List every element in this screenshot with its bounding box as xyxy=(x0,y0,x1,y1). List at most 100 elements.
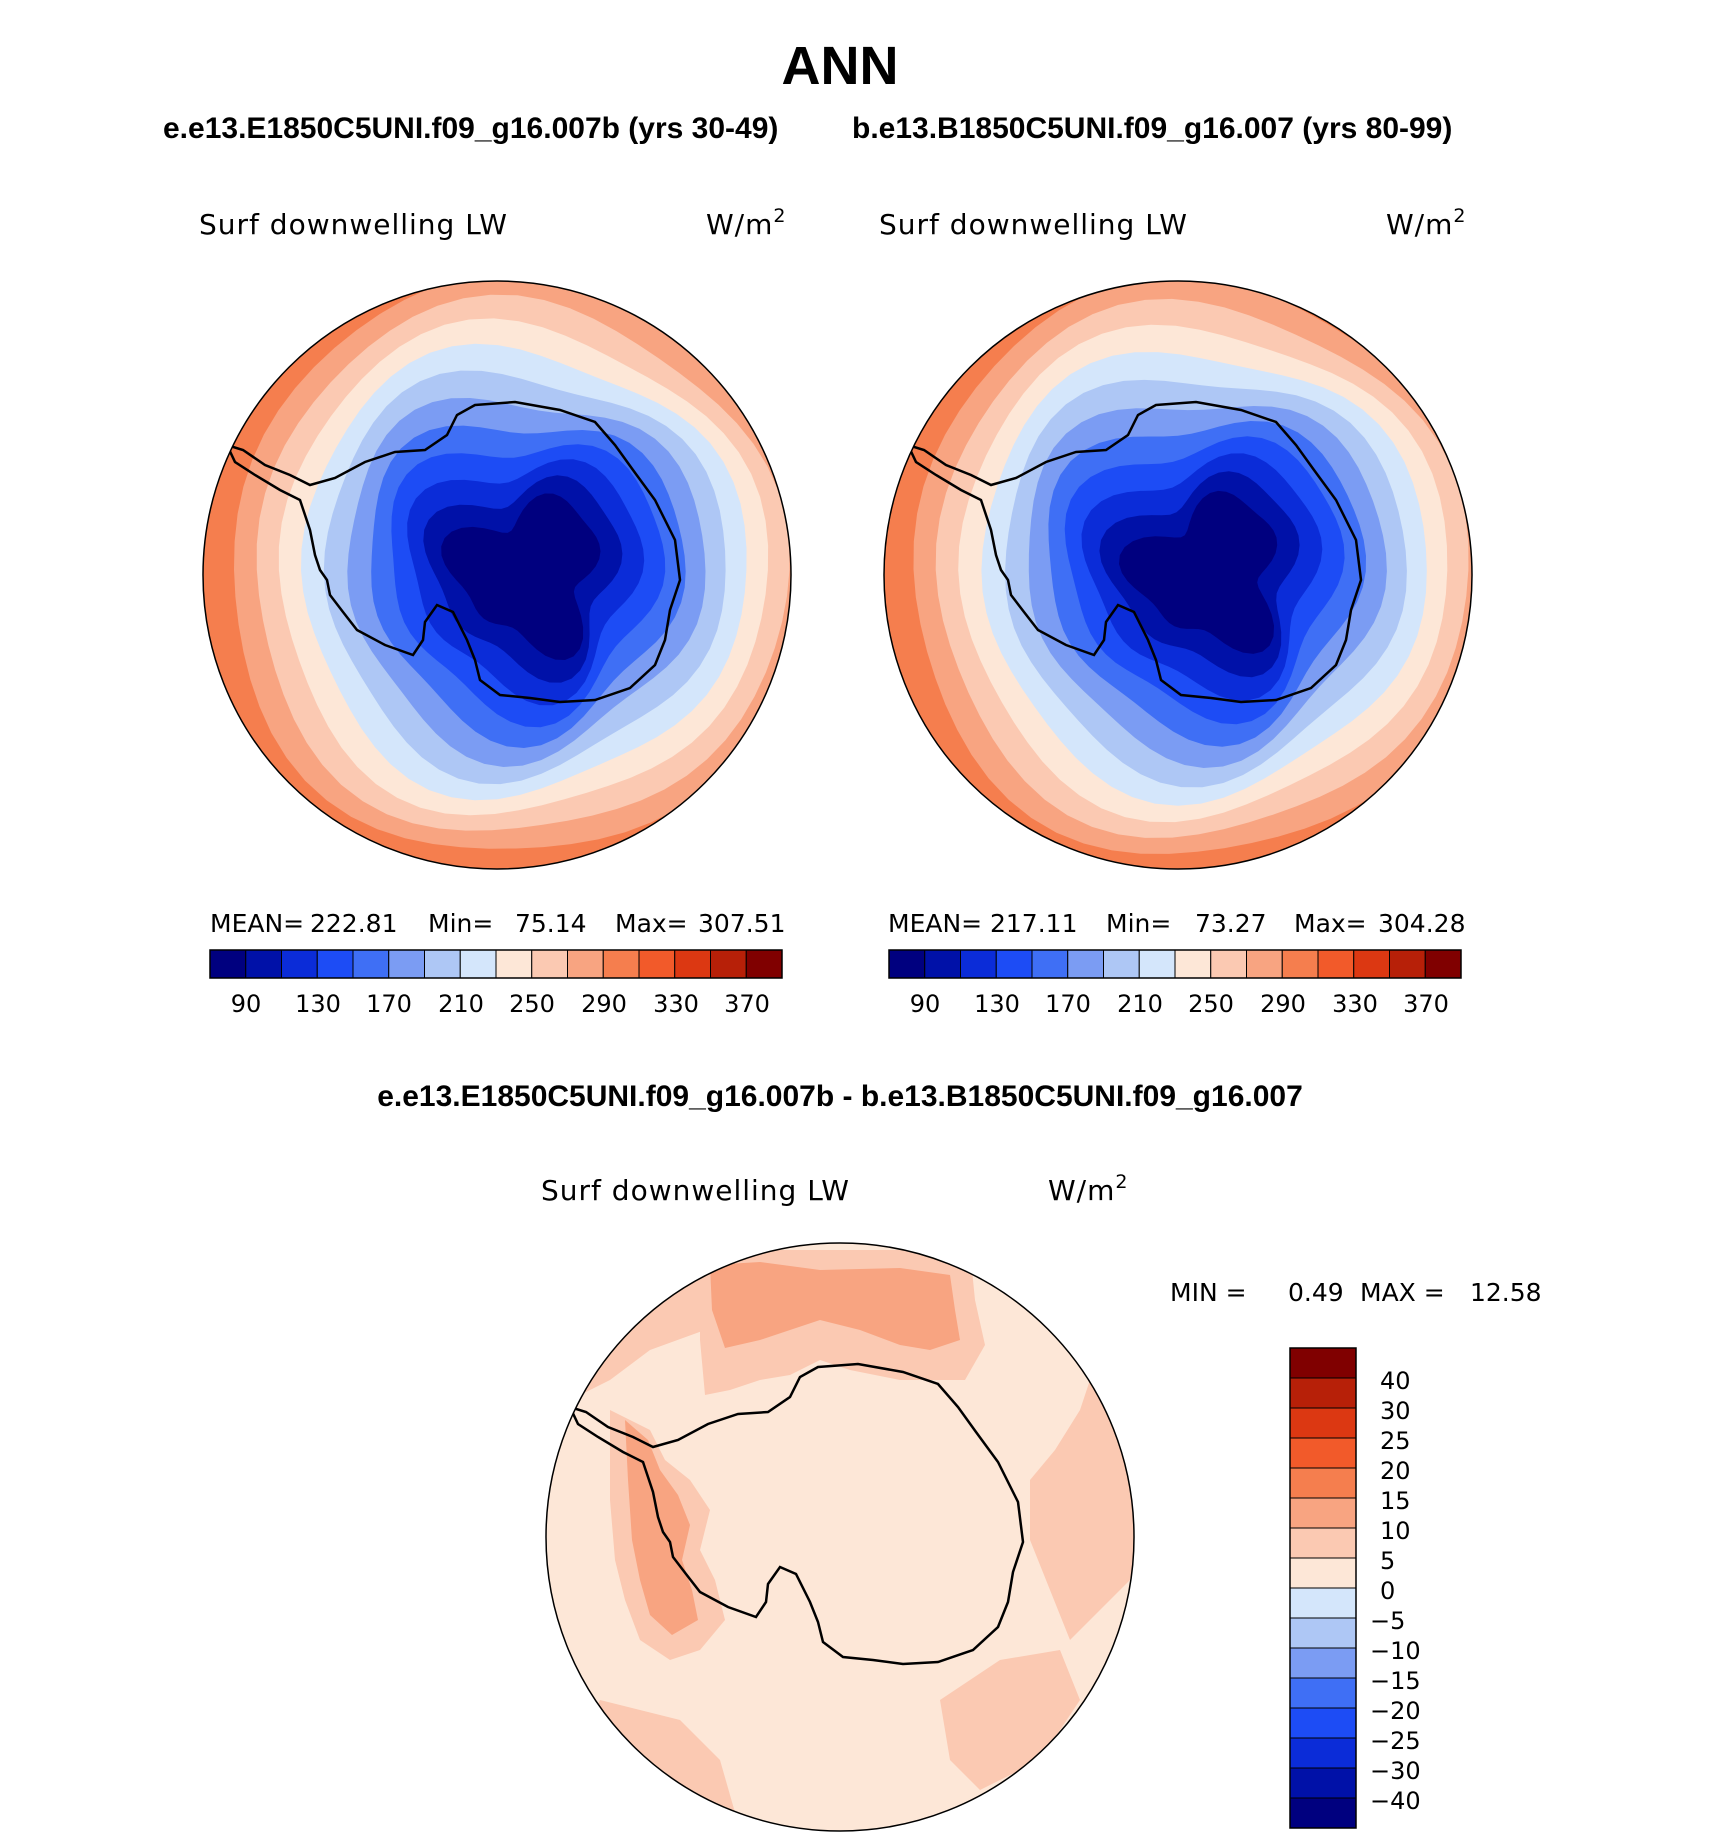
panel-diff-tick-label: −5 xyxy=(1370,1607,1405,1635)
colorbar-swatch xyxy=(1289,1347,1357,1379)
colorbar-swatch xyxy=(1138,949,1176,979)
panel-diff-units: W/m2 xyxy=(1048,1171,1129,1207)
panel-left-tick-label: 330 xyxy=(653,990,699,1018)
panel-left-map xyxy=(203,281,791,869)
panel-left-stats: MEAN= 222.81 Min= 75.14 Max= 307.51 xyxy=(210,909,785,938)
colorbar-swatch xyxy=(995,949,1033,979)
panel-right-map xyxy=(884,281,1472,869)
colorbar-swatch xyxy=(281,949,318,979)
panel-right-variable-label: Surf downwelling LW xyxy=(879,208,1188,241)
panel-left-tick-label: 170 xyxy=(366,990,412,1018)
panel-left-tick-label: 210 xyxy=(438,990,484,1018)
panel-left-tick-label: 290 xyxy=(581,990,627,1018)
panel-left-tick-label: 130 xyxy=(295,990,341,1018)
colorbar-swatch xyxy=(1174,949,1212,979)
colorbar-swatch xyxy=(1246,949,1283,979)
panel-diff-map-border xyxy=(545,1242,1135,1832)
panel-left-units-base: W/m xyxy=(706,208,773,241)
colorbar-swatch xyxy=(1289,1497,1357,1529)
colorbar-swatch xyxy=(1289,1437,1357,1469)
panel-right-units-base: W/m xyxy=(1386,208,1453,241)
colorbar-swatch xyxy=(1289,1467,1357,1499)
colorbar-swatch xyxy=(352,949,390,979)
colorbar-swatch xyxy=(710,949,747,979)
panel-right-tick-label: 330 xyxy=(1332,990,1378,1018)
colorbar-swatch xyxy=(1031,949,1069,979)
colorbar-frame xyxy=(1289,1347,1357,1829)
colorbar-swatch xyxy=(1289,1677,1357,1709)
panel-left-tick-label: 370 xyxy=(724,990,770,1018)
panel-diff-min-value: 0.49 xyxy=(1288,1278,1344,1307)
colorbar-swatch xyxy=(1103,949,1140,979)
panel-diff-units-exp: 2 xyxy=(1115,1171,1128,1193)
colorbar-swatch xyxy=(1289,1377,1357,1409)
panel-left-tick-label: 90 xyxy=(231,990,262,1018)
colorbar-swatch xyxy=(388,949,425,979)
panel-right-min-value: 73.27 xyxy=(1195,909,1267,938)
colorbar-frame xyxy=(888,949,1462,979)
colorbar-swatch xyxy=(1424,949,1462,979)
panel-right-tick-label: 290 xyxy=(1260,990,1306,1018)
colorbar-swatch xyxy=(1067,949,1104,979)
panel-diff-max-label: MAX = xyxy=(1360,1278,1445,1307)
colorbar-swatch xyxy=(1317,949,1355,979)
colorbar-swatch xyxy=(745,949,783,979)
colorbar-swatch xyxy=(1289,1647,1357,1679)
panel-diff-tick-label: 25 xyxy=(1380,1427,1411,1455)
panel-left-units: W/m2 xyxy=(706,205,787,241)
panel-diff-patch xyxy=(710,1262,960,1350)
panel-diff-patch xyxy=(940,1650,1080,1790)
panel-diff-colorbar-ticks: 40 30 25 20 15 10 5 0 −5 −10 −15 −20 −25… xyxy=(1370,1367,1421,1815)
panel-diff-tick-label: −15 xyxy=(1370,1667,1421,1695)
panel-diff-variable-label: Surf downwelling LW xyxy=(541,1174,850,1207)
panel-diff-tick-label: −30 xyxy=(1370,1757,1421,1785)
panel-diff-min-label: MIN = xyxy=(1170,1278,1247,1307)
panel-diff-tick-label: −25 xyxy=(1370,1727,1421,1755)
panel-left-rings xyxy=(203,281,791,869)
colorbar-swatch xyxy=(1289,1737,1357,1769)
colorbar-swatch xyxy=(1281,949,1319,979)
colorbar-swatch xyxy=(209,949,247,979)
panel-right-max-label: Max= xyxy=(1294,909,1367,938)
map-contour-ring xyxy=(441,493,601,660)
colorbar-swatch xyxy=(1289,1797,1357,1829)
panel-right-max-value: 304.28 xyxy=(1378,909,1465,938)
panel-left-min-value: 75.14 xyxy=(515,909,587,938)
panel-right-tick-label: 130 xyxy=(974,990,1020,1018)
panel-left-max-value: 307.51 xyxy=(698,909,785,938)
panel-left-tick-label: 250 xyxy=(509,990,555,1018)
panel-right-rings xyxy=(884,281,1472,869)
panel-right-tick-label: 250 xyxy=(1188,990,1234,1018)
colorbar-swatch xyxy=(1289,1617,1357,1649)
colorbar-swatch xyxy=(495,949,533,979)
colorbar-swatch xyxy=(245,949,282,979)
panel-right-stats: MEAN= 217.11 Min= 73.27 Max= 304.28 xyxy=(888,909,1465,938)
figure-title: ANN xyxy=(782,36,899,96)
case-subtitle-left: e.e13.E1850C5UNI.f09_g16.007b (yrs 30-49… xyxy=(163,112,778,145)
panel-diff-colorbar xyxy=(1289,1347,1357,1829)
colorbar-swatch xyxy=(1289,1557,1357,1589)
colorbar-swatch xyxy=(1289,1707,1357,1739)
panel-left-min-label: Min= xyxy=(428,909,493,938)
colorbar-swatch xyxy=(1389,949,1426,979)
panel-left-mean-label: MEAN= xyxy=(210,909,304,938)
colorbar-swatch xyxy=(960,949,997,979)
case-subtitle-right: b.e13.B1850C5UNI.f09_g16.007 (yrs 80-99) xyxy=(852,112,1452,145)
panel-right-colorbar xyxy=(888,949,1462,979)
panel-left: Surf downwelling LW W/m2 MEAN= 222.81 Mi… xyxy=(199,205,792,1018)
panel-right: Surf downwelling LW W/m2 MEAN= 217.11 Mi… xyxy=(879,205,1473,1018)
panel-diff: Surf downwelling LW W/m2 MIN = 0.49 MAX … xyxy=(541,1171,1542,1832)
panel-diff-tick-label: 15 xyxy=(1380,1487,1411,1515)
panel-diff-tick-label: 40 xyxy=(1380,1367,1411,1395)
panel-left-max-label: Max= xyxy=(615,909,688,938)
panel-right-min-label: Min= xyxy=(1106,909,1171,938)
panel-diff-tick-label: −10 xyxy=(1370,1637,1421,1665)
panel-left-colorbar-ticks: 90 130 170 210 250 290 330 370 xyxy=(231,990,770,1018)
panel-diff-units-base: W/m xyxy=(1048,1174,1115,1207)
panel-diff-tick-label: −20 xyxy=(1370,1697,1421,1725)
colorbar-swatch xyxy=(1353,949,1390,979)
colorbar-swatch xyxy=(674,949,711,979)
colorbar-swatch xyxy=(1210,949,1247,979)
panel-right-units-exp: 2 xyxy=(1453,205,1466,227)
panel-diff-tick-label: −40 xyxy=(1370,1787,1421,1815)
